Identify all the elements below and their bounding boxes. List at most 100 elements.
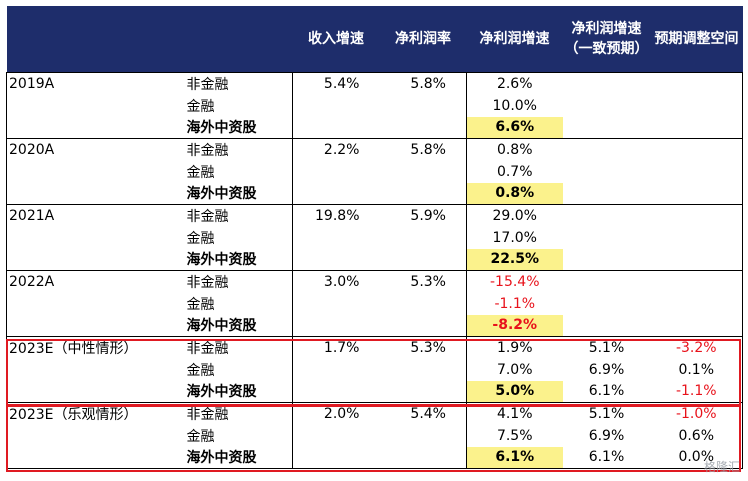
adjust-space-cell: -1.0% [650, 402, 743, 425]
year-cell [6, 248, 179, 271]
net-margin-cell [379, 248, 467, 271]
year-cell [6, 446, 179, 469]
table-row: 金融 0.7% [6, 160, 743, 183]
consensus-cell [563, 161, 651, 183]
category-cell: 海外中资股 [178, 446, 293, 469]
table-row: 2023E（中性情形） 非金融 1.7% 5.3% 1.9% 5.1% -3.2% [6, 336, 743, 359]
net-margin-cell [379, 116, 467, 139]
net-margin-cell: 5.8% [379, 138, 467, 161]
category-cell: 金融 [178, 160, 293, 183]
consensus-cell: 5.1% [562, 402, 651, 425]
profit-growth-cell: 6.1% [466, 446, 563, 469]
revenue-growth-cell [293, 425, 380, 447]
header-row: 收入增速 净利润率 净利润增速 净利润增速（一致预期） 预期调整空间 [6, 6, 743, 73]
adjust-space-cell: -3.2% [650, 336, 743, 359]
revenue-growth-cell [293, 293, 380, 315]
table-row: 金融 17.0% [6, 226, 743, 249]
year-cell: 2020A [6, 138, 179, 161]
consensus-cell [562, 72, 651, 95]
consensus-cell: 6.1% [562, 446, 651, 469]
profit-growth-cell: -15.4% [466, 270, 563, 293]
consensus-cell [562, 138, 651, 161]
table-row: 海外中资股 22.5% [6, 248, 743, 271]
year-cell: 2023E（中性情形） [6, 336, 179, 359]
profit-growth-cell: -1.1% [494, 295, 536, 312]
adjust-space-cell: -1.1% [650, 380, 743, 403]
profit-growth-cell: 0.8% [466, 138, 563, 161]
header-revenue-growth: 收入增速 [292, 6, 380, 73]
year-cell [6, 292, 179, 315]
adjust-space-cell [650, 248, 743, 271]
table-row: 2019A 非金融 5.4% 5.8% 2.6% [6, 72, 743, 95]
table-row: 金融 7.0% 6.9% 0.1% [6, 358, 743, 381]
net-margin-cell: 5.3% [379, 270, 467, 293]
year-cell [6, 380, 179, 403]
table-row: 2021A 非金融 19.8% 5.9% 29.0% [6, 204, 743, 227]
header-profit-growth: 净利润增速 [466, 6, 563, 73]
year-cell [6, 424, 179, 447]
table-row: 海外中资股 6.1% 6.1% 0.0% [6, 446, 743, 469]
category-cell: 金融 [178, 226, 293, 249]
net-margin-cell: 5.8% [379, 72, 467, 95]
year-cell: 2019A [6, 72, 179, 95]
profit-growth-cell: 5.0% [466, 380, 563, 403]
net-margin-cell [379, 424, 467, 447]
table-row: 金融 7.5% 6.9% 0.6% [6, 424, 743, 447]
profit-growth-cell: 7.5% [496, 427, 533, 444]
adjust-space-cell [650, 94, 743, 117]
year-cell [6, 226, 179, 249]
adjust-space-cell [650, 138, 743, 161]
category-cell: 非金融 [178, 402, 293, 425]
consensus-cell: 6.9% [588, 427, 625, 444]
revenue-growth-cell [292, 446, 380, 469]
consensus-cell [563, 293, 651, 315]
revenue-growth-cell: 5.4% [292, 72, 380, 95]
consensus-cell [563, 315, 651, 337]
year-cell: 2021A [6, 204, 179, 227]
table-row: 金融 -1.1% [6, 292, 743, 315]
revenue-growth-cell [293, 381, 380, 403]
net-margin-cell [379, 94, 467, 117]
category-cell: 海外中资股 [178, 380, 293, 403]
revenue-growth-cell: 1.7% [292, 336, 380, 359]
adjust-space-cell [650, 204, 743, 227]
revenue-growth-cell [293, 227, 380, 249]
revenue-growth-cell [293, 117, 380, 139]
table-row: 2020A 非金融 2.2% 5.8% 0.8% [6, 138, 743, 161]
earnings-table: 收入增速 净利润率 净利润增速 净利润增速（一致预期） 预期调整空间 2019A… [6, 6, 743, 469]
profit-growth-cell: 4.1% [466, 402, 563, 425]
year-cell [6, 358, 179, 381]
profit-growth-cell: 7.0% [496, 361, 533, 378]
consensus-cell: 6.9% [588, 361, 625, 378]
revenue-growth-cell [293, 95, 380, 117]
profit-growth-cell: 29.0% [466, 204, 563, 227]
category-cell: 金融 [178, 358, 293, 381]
category-cell: 非金融 [178, 336, 293, 359]
category-cell: 海外中资股 [178, 314, 293, 337]
consensus-cell [563, 95, 651, 117]
profit-growth-cell: 17.0% [492, 229, 537, 246]
category-cell: 非金融 [178, 138, 293, 161]
category-cell: 金融 [178, 94, 293, 117]
category-cell: 海外中资股 [178, 116, 293, 139]
net-margin-cell: 5.4% [379, 402, 467, 425]
adjust-space-cell [650, 182, 743, 205]
revenue-growth-cell [293, 161, 380, 183]
adjust-space-cell: 0.6% [650, 424, 743, 447]
table-row: 金融 10.0% [6, 94, 743, 117]
adjust-space-cell [650, 160, 743, 183]
net-margin-cell: 5.3% [379, 336, 467, 359]
adjust-space-cell [650, 116, 743, 139]
category-cell: 非金融 [178, 72, 293, 95]
net-margin-cell [379, 226, 467, 249]
category-cell: 海外中资股 [178, 182, 293, 205]
consensus-cell: 6.1% [588, 383, 625, 400]
revenue-growth-cell: 2.0% [292, 402, 380, 425]
year-cell [6, 116, 179, 139]
net-margin-cell: 5.9% [379, 204, 467, 227]
year-cell [6, 94, 179, 117]
year-cell: 2023E（乐观情形） [6, 402, 179, 425]
category-cell: 海外中资股 [178, 248, 293, 271]
header-consensus: 净利润增速（一致预期） [562, 6, 651, 73]
revenue-growth-cell [293, 315, 380, 337]
